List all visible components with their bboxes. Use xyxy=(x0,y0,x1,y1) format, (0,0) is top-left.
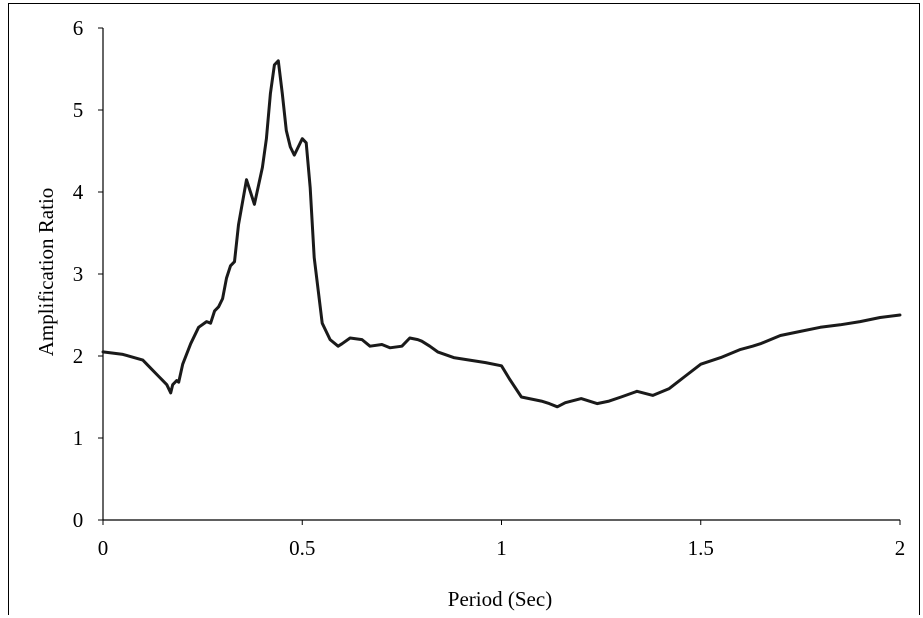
series-line xyxy=(101,59,902,409)
series-group xyxy=(101,59,902,409)
x-tick-label: 0.5 xyxy=(289,536,315,560)
y-tick-label: 2 xyxy=(73,344,84,368)
x-tick-label: 1 xyxy=(496,536,507,560)
x-axis-title: Period (Sec) xyxy=(448,587,552,611)
x-tick-label: 2 xyxy=(895,536,906,560)
x-tick-label: 1.5 xyxy=(688,536,714,560)
y-tick-label: 1 xyxy=(73,426,84,450)
y-axis-title: Amplification Ratio xyxy=(34,188,58,357)
y-tick-label: 4 xyxy=(73,180,84,204)
y-tick-label: 6 xyxy=(73,16,84,40)
y-tick-label: 3 xyxy=(73,262,84,286)
chart-frame xyxy=(8,3,920,615)
x-axis-ticks: 0 0.5 1 1.5 2 xyxy=(98,520,906,560)
x-tick-label: 0 xyxy=(98,536,109,560)
y-tick-label: 5 xyxy=(73,98,84,122)
y-axis-ticks: 0 1 2 3 4 5 6 xyxy=(73,16,103,532)
y-tick-label: 0 xyxy=(73,508,84,532)
